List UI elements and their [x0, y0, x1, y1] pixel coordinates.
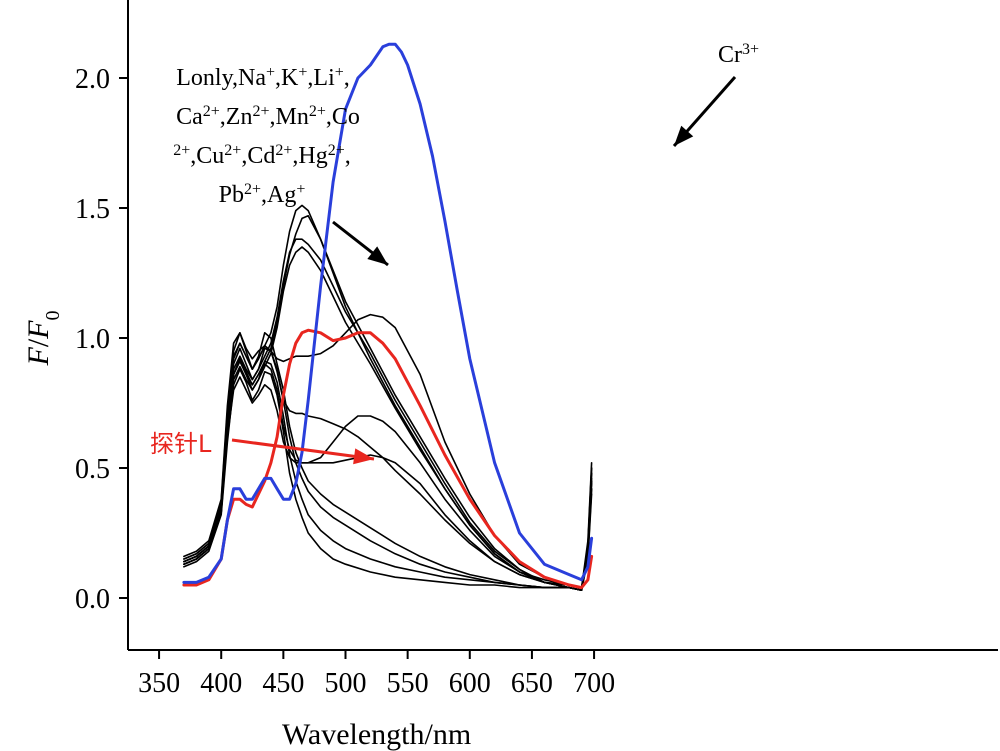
x-tick-label: 500 — [325, 668, 367, 699]
y-tick-label: 0.0 — [75, 584, 110, 615]
probe-arrow — [231, 438, 375, 465]
cr-arrow — [672, 76, 737, 147]
metal-list-arrow — [332, 220, 389, 267]
y-axis-title: F/F0 — [22, 311, 64, 367]
series-line-2 — [183, 332, 593, 591]
x-tick-label: 350 — [138, 668, 180, 699]
series-line-11 — [183, 238, 593, 591]
series-line-0 — [182, 42, 594, 584]
x-tick-label: 600 — [449, 668, 491, 699]
y-tick-label: 0.5 — [75, 454, 110, 485]
y-tick-label: 1.5 — [75, 194, 110, 225]
axes: 350 400 450 500 550 600 650 700 0.0 0.5 1.0 1.5 2.0 — [75, 0, 998, 699]
metal-list-label: Lonly,Na+,K+,Li+, Ca2+,Zn2+,Mn2+,Co 2+,Cu2… — [173, 64, 360, 209]
x-tick-label: 450 — [262, 668, 304, 699]
series-line-1 — [182, 328, 594, 590]
series-line-13 — [183, 215, 593, 591]
x-axis-title: Wavelength/nm — [282, 718, 471, 751]
x-tick-label: 550 — [387, 668, 429, 699]
x-tick-label: 400 — [200, 668, 242, 699]
series-layer — [182, 42, 594, 591]
series-line-8 — [183, 376, 593, 589]
x-tick-label: 650 — [511, 668, 553, 699]
probe-label: 探针L — [150, 430, 212, 458]
y-tick-label: 1.0 — [75, 324, 110, 355]
series-line-5 — [183, 368, 593, 591]
y-tick-label: 2.0 — [75, 64, 110, 95]
cr-label: Cr3+ — [718, 41, 759, 69]
annotations: Lonly,Na+,K+,Li+, Ca2+,Zn2+,Mn2+,Co 2+,Cu2… — [150, 41, 759, 465]
series-line-12 — [183, 246, 593, 591]
x-tick-label: 700 — [573, 668, 615, 699]
